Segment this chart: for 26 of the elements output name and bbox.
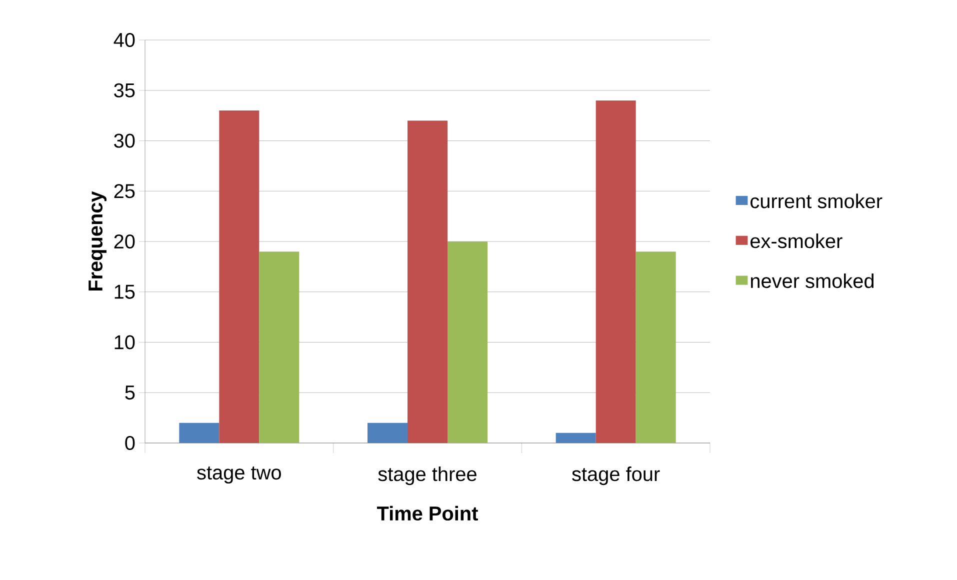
y-tick-label: 0: [125, 436, 135, 450]
x-tick-label: stage four: [572, 466, 660, 486]
legend-label: current smoker: [750, 194, 882, 208]
y-tick-label: 25: [114, 184, 135, 198]
x-tick-label: stage two: [197, 466, 281, 484]
bar: [368, 422, 408, 443]
bar: [596, 100, 636, 443]
y-tick-label: 5: [125, 386, 135, 400]
y-axis-title: Frequency: [88, 191, 106, 291]
bar: [448, 241, 488, 443]
y-tick-label: 20: [114, 234, 135, 249]
y-tick-label: 35: [114, 83, 135, 98]
x-axis-title: Time Point: [376, 506, 478, 521]
bar: [636, 252, 676, 443]
x-tick-label: stage three: [378, 466, 476, 486]
legend-label: never smoked: [751, 273, 874, 288]
bar: [179, 422, 220, 443]
legend-label: ex-smoker: [750, 234, 842, 248]
y-tick-label: 40: [114, 32, 135, 48]
bar: [408, 120, 448, 443]
y-tick-label: 10: [114, 335, 135, 350]
bar: [259, 252, 300, 443]
y-tick-label: 15: [114, 284, 135, 299]
bar: [219, 110, 260, 443]
bar: [556, 432, 596, 443]
y-tick-label: 30: [114, 134, 135, 148]
